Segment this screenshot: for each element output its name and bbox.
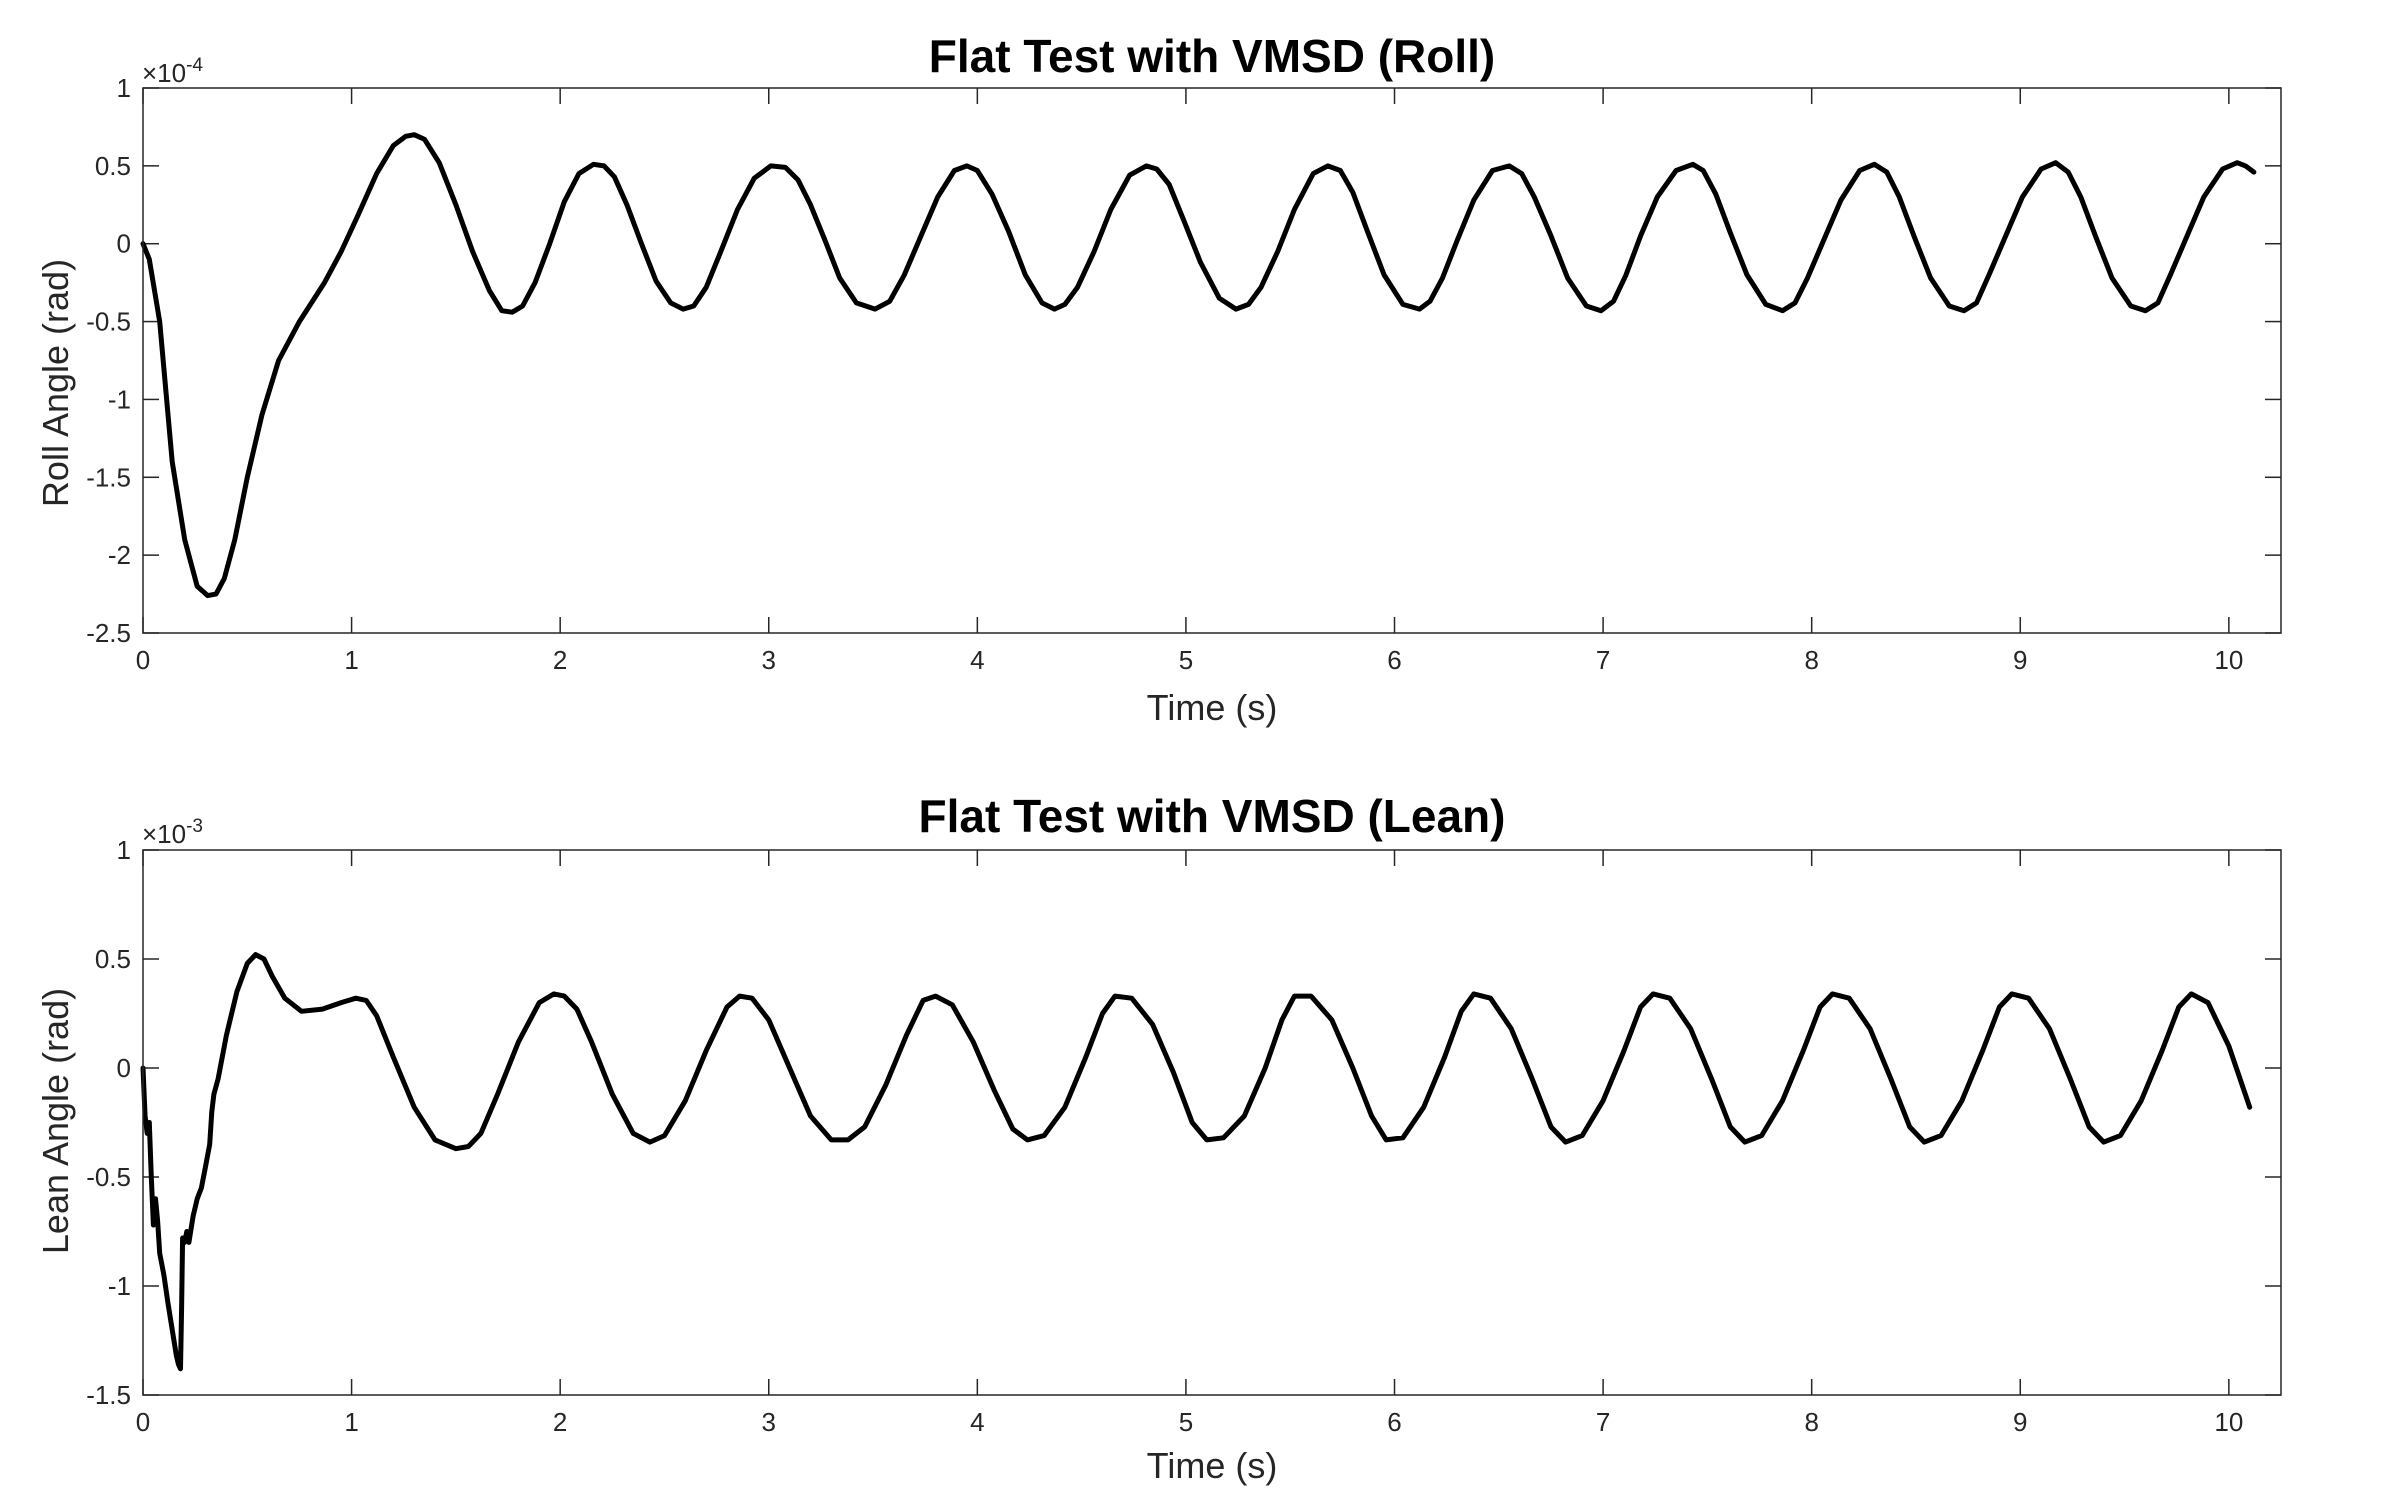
lean-angle-line bbox=[140, 952, 2253, 1372]
lean-chart-frame bbox=[142, 849, 2282, 1396]
roll-x-tick-label: 6 bbox=[1387, 645, 1401, 675]
lean-x-tick-label: 2 bbox=[553, 1407, 567, 1437]
lean-x-tick-label: 0 bbox=[136, 1407, 150, 1437]
roll-y-tick-label: -2 bbox=[108, 540, 131, 570]
roll-x-tick-label: 7 bbox=[1596, 645, 1610, 675]
roll-angle-line bbox=[140, 132, 2257, 599]
roll-chart: Flat Test with VMSD (Roll) 0 1 2 3 4 5 6 7 8 9 101… bbox=[35, 30, 2282, 728]
lean-chart-y-multiplier-base: ×10 bbox=[142, 819, 186, 849]
lean-x-tick-label: 4 bbox=[970, 1407, 984, 1437]
lean-chart-y-label: Lean Angle (rad) bbox=[35, 988, 76, 1254]
lean-chart-x-label: Time (s) bbox=[1147, 1445, 1278, 1486]
lean-x-tick-label: 6 bbox=[1387, 1407, 1401, 1437]
roll-chart-y-label: Roll Angle (rad) bbox=[35, 259, 76, 507]
roll-chart-y-multiplier-base: ×10 bbox=[142, 58, 186, 88]
roll-chart-y-multiplier: ×10-4 bbox=[142, 55, 203, 88]
roll-x-tick-label: 2 bbox=[553, 645, 567, 675]
roll-chart-y-multiplier-exponent: -4 bbox=[186, 55, 203, 76]
roll-y-tick-label: -1 bbox=[108, 384, 131, 414]
lean-x-tick-label: 8 bbox=[1804, 1407, 1818, 1437]
roll-chart-x-label: Time (s) bbox=[1147, 687, 1278, 728]
roll-x-tick-label: 3 bbox=[762, 645, 776, 675]
roll-chart-frame bbox=[142, 87, 2282, 634]
lean-x-tick-label: 1 bbox=[344, 1407, 358, 1437]
lean-y-tick-label: 0.5 bbox=[95, 944, 131, 974]
lean-chart-title: Flat Test with VMSD (Lean) bbox=[919, 790, 1506, 842]
lean-x-tick-label: 7 bbox=[1596, 1407, 1610, 1437]
roll-x-tick-label: 8 bbox=[1804, 645, 1818, 675]
lean-y-tick-label: 1 bbox=[117, 835, 131, 865]
roll-x-tick-label: 1 bbox=[344, 645, 358, 675]
lean-chart-y-multiplier-exponent: -3 bbox=[186, 816, 203, 837]
lean-chart-y-multiplier: ×10-3 bbox=[142, 816, 203, 849]
lean-y-tick-label: 0 bbox=[117, 1053, 131, 1083]
roll-y-tick-label: 1 bbox=[117, 73, 131, 103]
lean-x-tick-label: 10 bbox=[2214, 1407, 2243, 1437]
roll-y-tick-label: 0.5 bbox=[95, 151, 131, 181]
roll-x-tick-label: 4 bbox=[970, 645, 984, 675]
lean-y-tick-label: -0.5 bbox=[86, 1162, 131, 1192]
roll-y-tick-label: -2.5 bbox=[86, 618, 131, 648]
lean-y-tick-label: -1 bbox=[108, 1271, 131, 1301]
roll-x-tick-label: 9 bbox=[2013, 645, 2027, 675]
lean-x-tick-label: 5 bbox=[1179, 1407, 1193, 1437]
roll-x-tick-label: 5 bbox=[1179, 645, 1193, 675]
lean-x-tick-label: 9 bbox=[2013, 1407, 2027, 1437]
roll-y-tick-label: 0 bbox=[117, 229, 131, 259]
roll-x-tick-label: 10 bbox=[2214, 645, 2243, 675]
lean-y-tick-label: -1.5 bbox=[86, 1380, 131, 1410]
roll-y-tick-label: -0.5 bbox=[86, 307, 131, 337]
lean-x-tick-label: 3 bbox=[762, 1407, 776, 1437]
lean-chart: Flat Test with VMSD (Lean) 0 1 2 3 4 5 6 7 8 9 101… bbox=[35, 790, 2282, 1486]
roll-x-tick-label: 0 bbox=[136, 645, 150, 675]
roll-chart-ticks: 0 1 2 3 4 5 6 7 8 9 10 1 0.5 0 -0.5 -1 -1.5 -2 -2.5 bbox=[86, 73, 2281, 675]
roll-y-tick-label: -1.5 bbox=[86, 462, 131, 492]
roll-chart-title: Flat Test with VMSD (Roll) bbox=[929, 30, 1495, 82]
